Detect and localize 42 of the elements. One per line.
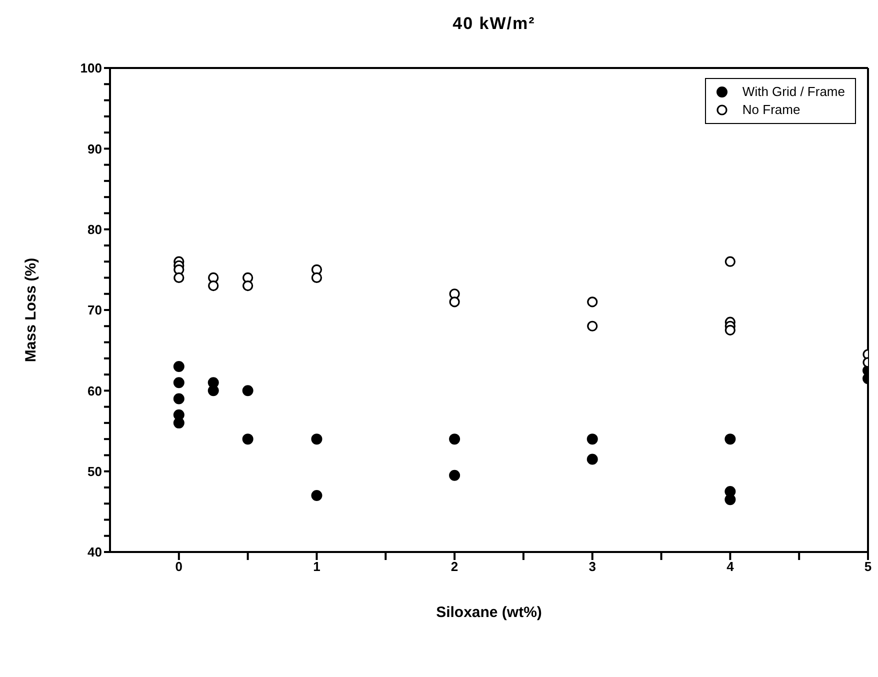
point bbox=[449, 470, 460, 481]
x-tick-label: 1 bbox=[313, 559, 320, 574]
y-tick-label: 40 bbox=[88, 544, 102, 560]
point bbox=[724, 256, 736, 267]
point bbox=[173, 360, 184, 372]
point bbox=[173, 393, 184, 404]
point bbox=[242, 385, 254, 396]
chart-title: 40 kW/m² bbox=[452, 14, 536, 34]
y-tick-label: 100 bbox=[80, 60, 102, 76]
point bbox=[311, 434, 322, 445]
x-tick-label: 3 bbox=[588, 559, 596, 574]
y-axis-title: Mass Loss (%) bbox=[22, 258, 40, 362]
y-tick-label: 90 bbox=[88, 141, 102, 156]
point bbox=[174, 272, 184, 284]
x-tick-label: 4 bbox=[726, 559, 735, 574]
legend-label: With Grid / Frame bbox=[742, 83, 845, 101]
y-tick-label: 80 bbox=[88, 222, 102, 237]
point bbox=[586, 454, 598, 465]
x-tick-label: 5 bbox=[864, 559, 872, 574]
point bbox=[242, 280, 254, 292]
point bbox=[724, 494, 736, 506]
y-tick-label: 70 bbox=[88, 302, 102, 318]
point bbox=[724, 324, 736, 336]
point bbox=[724, 434, 736, 445]
point bbox=[208, 280, 219, 292]
point bbox=[311, 490, 322, 502]
legend-label: No Frame bbox=[742, 101, 800, 119]
x-tick-label: 2 bbox=[450, 559, 458, 574]
point bbox=[311, 272, 322, 284]
x-tick-label: 0 bbox=[175, 559, 183, 574]
x-axis-title: Siloxane (wt%) bbox=[436, 604, 542, 621]
point bbox=[449, 434, 460, 445]
y-tick-label: 60 bbox=[88, 383, 102, 398]
point bbox=[242, 434, 254, 445]
point bbox=[587, 296, 598, 308]
point bbox=[173, 377, 184, 388]
point bbox=[449, 296, 460, 308]
point bbox=[208, 385, 219, 396]
point bbox=[173, 417, 184, 428]
point bbox=[586, 434, 598, 445]
point bbox=[587, 320, 598, 332]
y-tick-label: 50 bbox=[88, 464, 102, 479]
